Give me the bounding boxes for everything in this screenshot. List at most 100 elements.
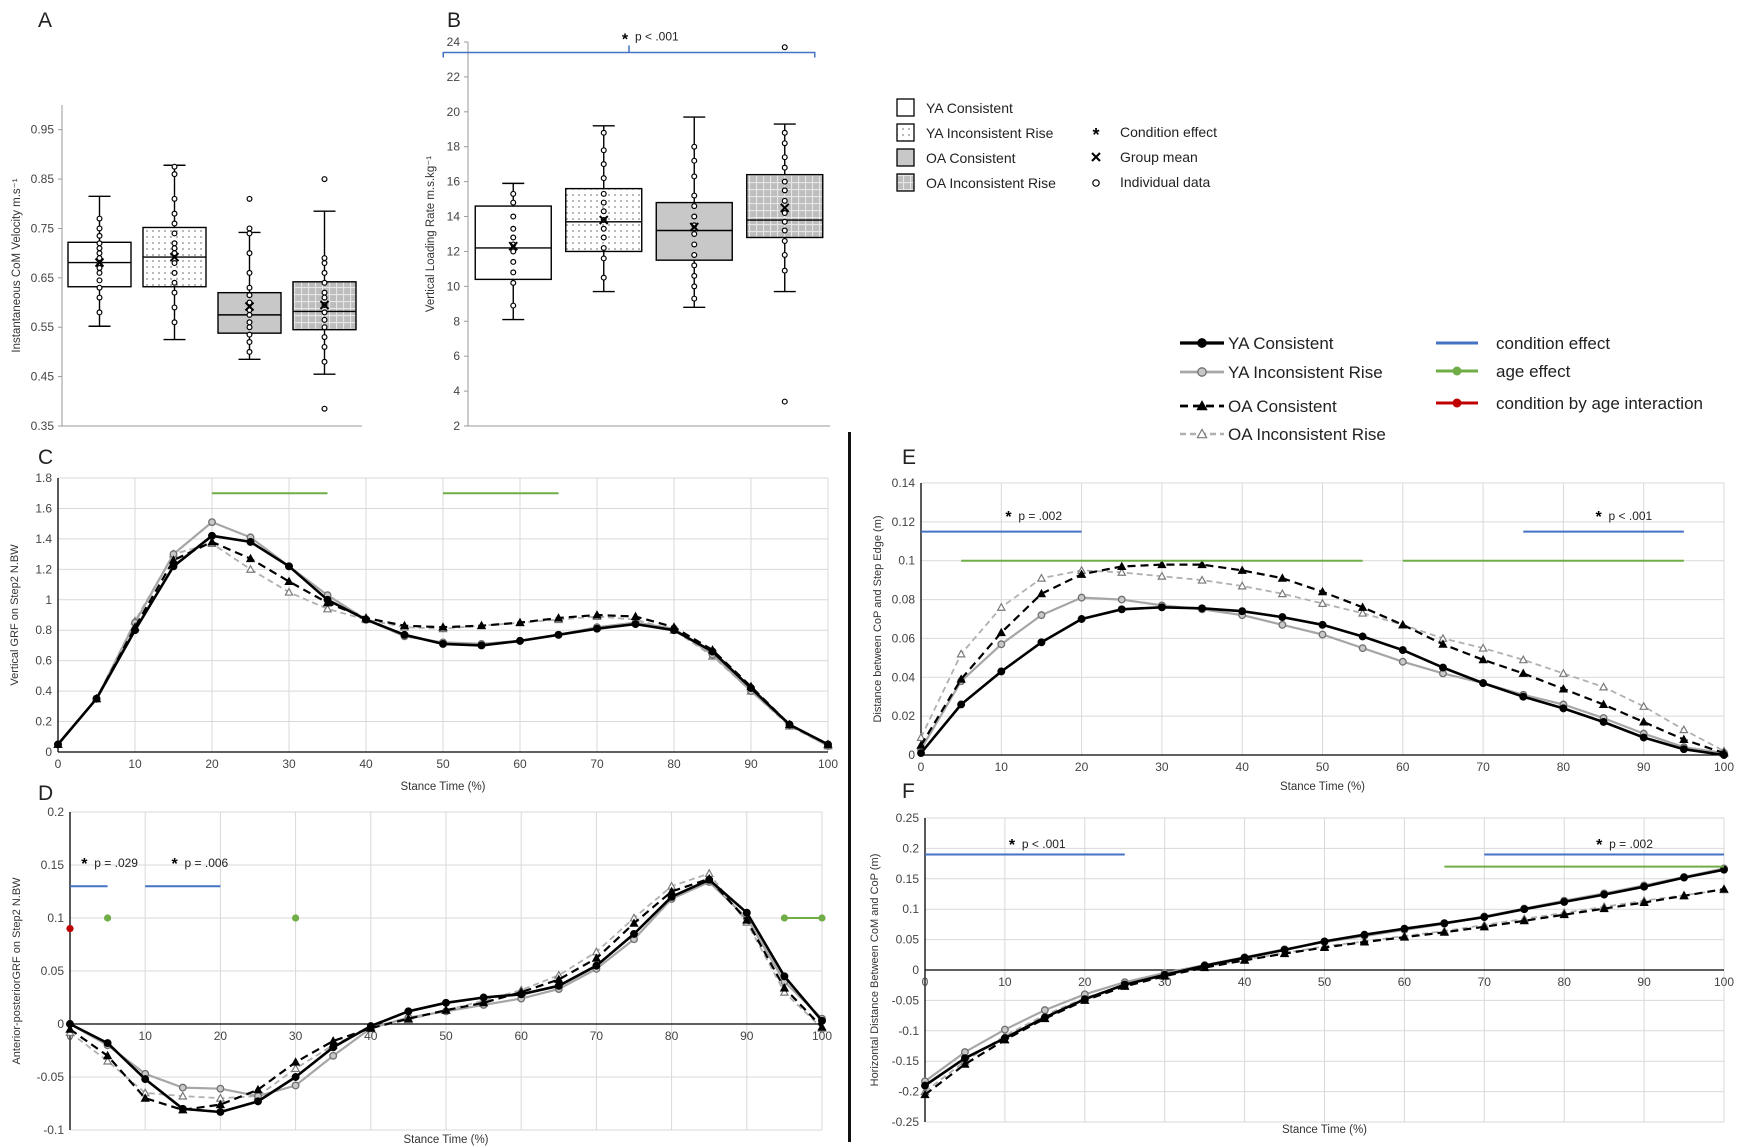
legend-item: condition by age interaction bbox=[1436, 394, 1703, 413]
data-point bbox=[960, 1059, 970, 1068]
data-point bbox=[630, 929, 638, 938]
data-point bbox=[321, 269, 328, 276]
data-point bbox=[691, 203, 698, 210]
data-point bbox=[781, 140, 788, 147]
data-point bbox=[691, 295, 698, 302]
legend-label: OA Consistent bbox=[926, 150, 1016, 166]
data-point bbox=[1399, 932, 1410, 941]
y-tick-label: 1 bbox=[45, 593, 52, 607]
y-tick-label: 6 bbox=[453, 349, 460, 363]
data-point bbox=[96, 215, 103, 222]
chart-panel-e: 0 10 20 30 40 50 60 70 80 90 100 0 0.02 0.04 0.06 0.08 0… bbox=[872, 476, 1734, 793]
data-point bbox=[817, 1022, 827, 1031]
data-point bbox=[321, 405, 328, 412]
data-point bbox=[1398, 619, 1408, 629]
significance-label: p < .001 bbox=[635, 29, 679, 43]
data-point bbox=[321, 316, 328, 323]
data-point bbox=[321, 309, 328, 316]
legend-label: YA Consistent bbox=[1228, 334, 1334, 353]
chart-panel-f: 0 10 20 30 40 50 60 70 80 90 100-0.25-0.2-0.15-0.1… bbox=[869, 811, 1734, 1136]
data-point bbox=[1320, 937, 1329, 946]
series-line bbox=[921, 865, 1728, 1090]
data-point bbox=[1439, 927, 1449, 936]
y-axis-label: Distance between CoP and Step Edge (m) bbox=[872, 515, 884, 722]
data-point bbox=[591, 953, 602, 962]
data-point bbox=[178, 1083, 187, 1092]
data-point bbox=[1479, 921, 1489, 931]
data-point bbox=[600, 161, 607, 168]
data-point bbox=[246, 339, 253, 346]
data-point bbox=[171, 269, 178, 276]
data-point bbox=[438, 622, 448, 631]
data-point bbox=[1478, 654, 1488, 664]
data-point bbox=[781, 210, 788, 217]
y-tick-label: 0.55 bbox=[31, 320, 55, 334]
x-tick-label: 0 bbox=[67, 1029, 74, 1043]
data-point bbox=[593, 624, 601, 633]
panel-label-e: E bbox=[902, 446, 916, 469]
data-point bbox=[781, 237, 788, 244]
data-point bbox=[691, 231, 698, 238]
data-point bbox=[216, 1084, 225, 1093]
x-axis-label: Stance Time (%) bbox=[401, 781, 486, 793]
data-point bbox=[600, 175, 607, 182]
y-tick-label: 1.6 bbox=[35, 501, 52, 515]
data-point bbox=[246, 319, 253, 326]
y-tick-label: 0 bbox=[57, 1017, 64, 1031]
data-point bbox=[1360, 930, 1369, 939]
y-tick-label: 18 bbox=[447, 140, 461, 154]
data-point bbox=[215, 1099, 226, 1109]
data-point bbox=[670, 626, 678, 635]
data-point bbox=[246, 230, 253, 237]
data-point bbox=[691, 213, 698, 220]
data-point bbox=[1639, 701, 1649, 710]
significance-label: p = .029 bbox=[94, 856, 138, 870]
x-tick-label: 50 bbox=[1316, 760, 1330, 774]
data-point bbox=[510, 234, 517, 241]
data-point bbox=[691, 157, 698, 164]
x-tick-label: 80 bbox=[665, 1029, 679, 1043]
data-point bbox=[1198, 604, 1206, 613]
legend-label: OA Consistent bbox=[1228, 397, 1337, 416]
data-point bbox=[916, 740, 926, 749]
y-tick-label: 20 bbox=[447, 105, 461, 119]
data-point bbox=[1480, 913, 1489, 922]
data-point bbox=[631, 620, 640, 629]
data-point bbox=[510, 269, 517, 276]
data-point bbox=[1317, 586, 1328, 596]
data-point bbox=[291, 1073, 300, 1081]
y-tick-label: 24 bbox=[447, 35, 461, 49]
data-point bbox=[592, 610, 602, 619]
data-point bbox=[169, 562, 178, 571]
data-point bbox=[96, 284, 103, 291]
x-tick-label: 20 bbox=[1075, 760, 1089, 774]
data-point bbox=[553, 613, 564, 622]
y-tick-label: 0.05 bbox=[896, 933, 920, 947]
y-tick-label: 0.65 bbox=[31, 271, 55, 285]
y-tick-label: 0.1 bbox=[898, 554, 915, 568]
panel-label-a: A bbox=[38, 9, 52, 32]
data-point bbox=[131, 626, 139, 635]
gridlines bbox=[57, 477, 829, 753]
x-tick-label: 90 bbox=[744, 757, 758, 771]
data-point bbox=[439, 639, 447, 648]
data-point bbox=[916, 732, 926, 742]
data-point bbox=[1240, 953, 1249, 962]
x-tick-label: 80 bbox=[1557, 760, 1571, 774]
y-tick-label: 0.02 bbox=[892, 709, 916, 723]
y-tick-label: 1.2 bbox=[35, 562, 52, 576]
gridlines bbox=[69, 811, 823, 1131]
y-tick-label: 0.2 bbox=[35, 715, 52, 729]
y-tick-label: 2 bbox=[453, 419, 460, 433]
x-axis-label: Stance Time (%) bbox=[1280, 781, 1365, 793]
data-point bbox=[141, 1075, 150, 1084]
y-tick-label: 0.45 bbox=[31, 370, 55, 384]
mean-marker bbox=[244, 301, 255, 312]
x-tick-label: 90 bbox=[1637, 975, 1651, 989]
data-point bbox=[171, 304, 178, 311]
data-point bbox=[781, 178, 788, 185]
data-point bbox=[1398, 657, 1407, 666]
data-point bbox=[322, 604, 333, 613]
data-point bbox=[65, 1024, 75, 1033]
